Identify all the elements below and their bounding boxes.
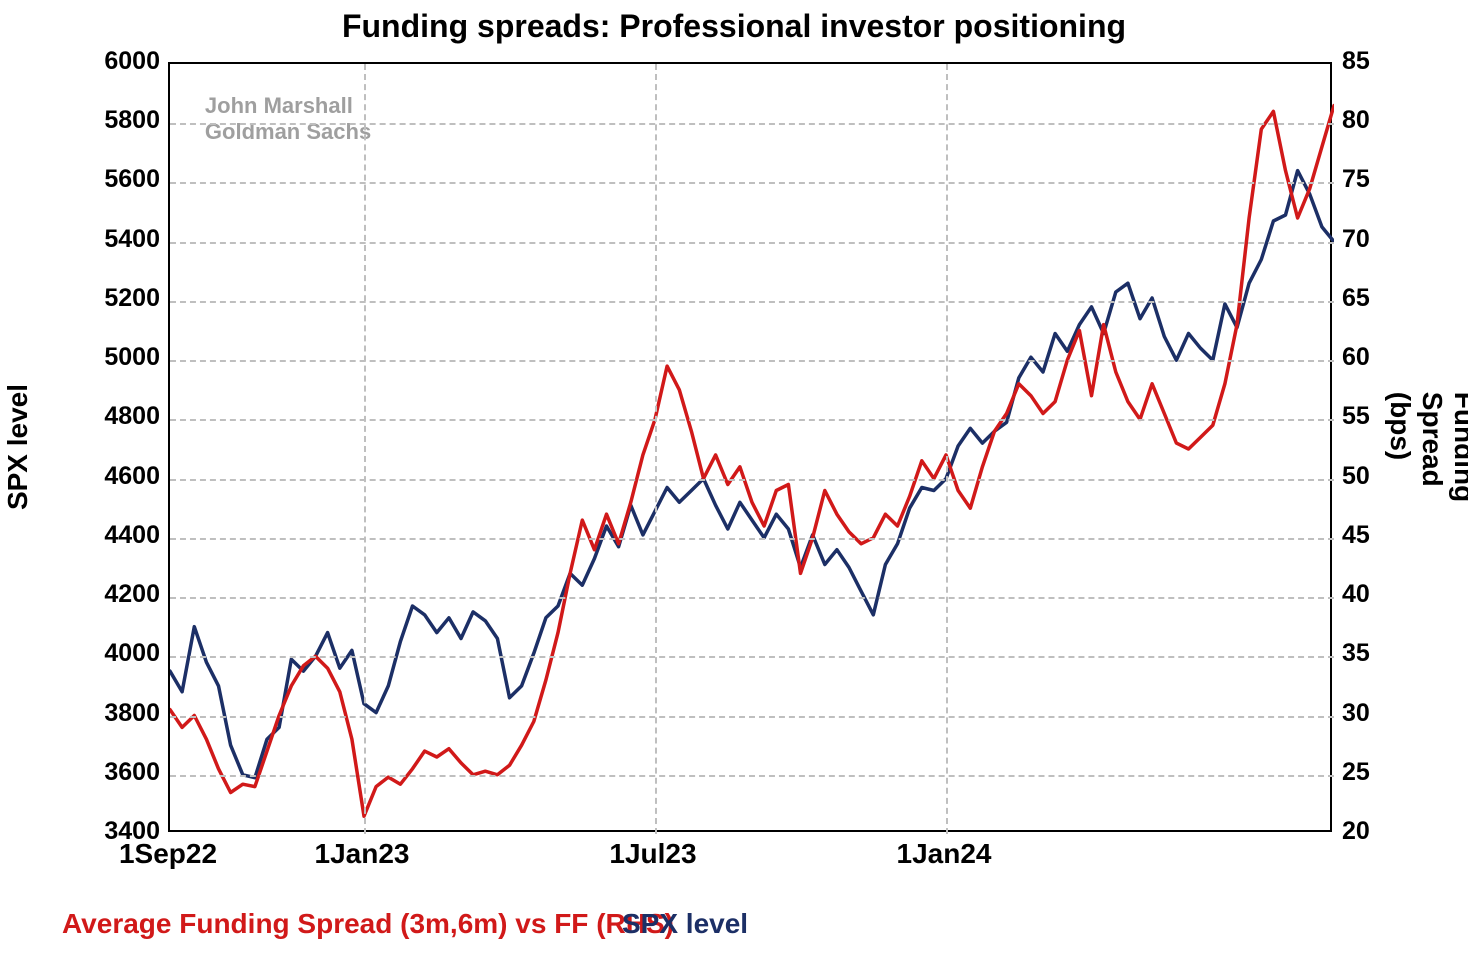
gridline-h [170, 479, 1334, 481]
y-left-tick: 4400 [80, 521, 160, 550]
gridline-h [170, 123, 1334, 125]
y-axis-right-label: Funding Spread (bps) [1384, 392, 1468, 502]
y-right-tick: 65 [1342, 284, 1370, 313]
y-right-tick: 45 [1342, 521, 1370, 550]
y-left-tick: 5400 [80, 225, 160, 254]
y-right-tick: 85 [1342, 47, 1370, 76]
y-left-tick: 4600 [80, 462, 160, 491]
gridline-h [170, 360, 1334, 362]
y-left-tick: 5800 [80, 106, 160, 135]
y-left-tick: 3800 [80, 699, 160, 728]
y-right-tick: 75 [1342, 165, 1370, 194]
y-left-tick: 6000 [80, 47, 160, 76]
y-left-tick: 4000 [80, 639, 160, 668]
x-tick: 1Sep22 [88, 838, 248, 870]
gridline-v [655, 64, 657, 834]
gridline-h [170, 182, 1334, 184]
series-line [170, 106, 1334, 817]
y-right-tick: 25 [1342, 758, 1370, 787]
x-tick: 1Jan23 [282, 838, 442, 870]
gridline-h [170, 716, 1334, 718]
x-tick: 1Jul23 [573, 838, 733, 870]
y-left-tick: 5600 [80, 165, 160, 194]
legend-spx: SPX level [622, 908, 748, 940]
gridline-v [364, 64, 366, 834]
y-left-tick: 4800 [80, 402, 160, 431]
y-right-tick: 30 [1342, 699, 1370, 728]
y-right-tick: 60 [1342, 343, 1370, 372]
gridline-h [170, 656, 1334, 658]
y-left-tick: 5200 [80, 284, 160, 313]
y-right-tick: 35 [1342, 639, 1370, 668]
gridline-h [170, 775, 1334, 777]
series-line [170, 171, 1334, 778]
y-right-tick: 50 [1342, 462, 1370, 491]
gridline-h [170, 242, 1334, 244]
y-left-tick: 3600 [80, 758, 160, 787]
y-right-tick: 70 [1342, 225, 1370, 254]
y-left-tick: 4200 [80, 580, 160, 609]
y-right-tick: 20 [1342, 817, 1370, 846]
gridline-h [170, 301, 1334, 303]
y-right-tick: 40 [1342, 580, 1370, 609]
x-tick: 1Jan24 [864, 838, 1024, 870]
chart-title: Funding spreads: Professional investor p… [0, 8, 1468, 45]
y-right-tick: 55 [1342, 402, 1370, 431]
gridline-h [170, 597, 1334, 599]
legend-funding-spread: Average Funding Spread (3m,6m) vs FF (RH… [62, 908, 674, 940]
y-axis-left-label: SPX level [2, 384, 34, 510]
plot-area: John MarshallGoldman Sachs [168, 62, 1332, 832]
gridline-h [170, 538, 1334, 540]
gridline-h [170, 419, 1334, 421]
gridline-v [946, 64, 948, 834]
y-right-tick: 80 [1342, 106, 1370, 135]
chart-svg [170, 64, 1334, 834]
y-left-tick: 5000 [80, 343, 160, 372]
